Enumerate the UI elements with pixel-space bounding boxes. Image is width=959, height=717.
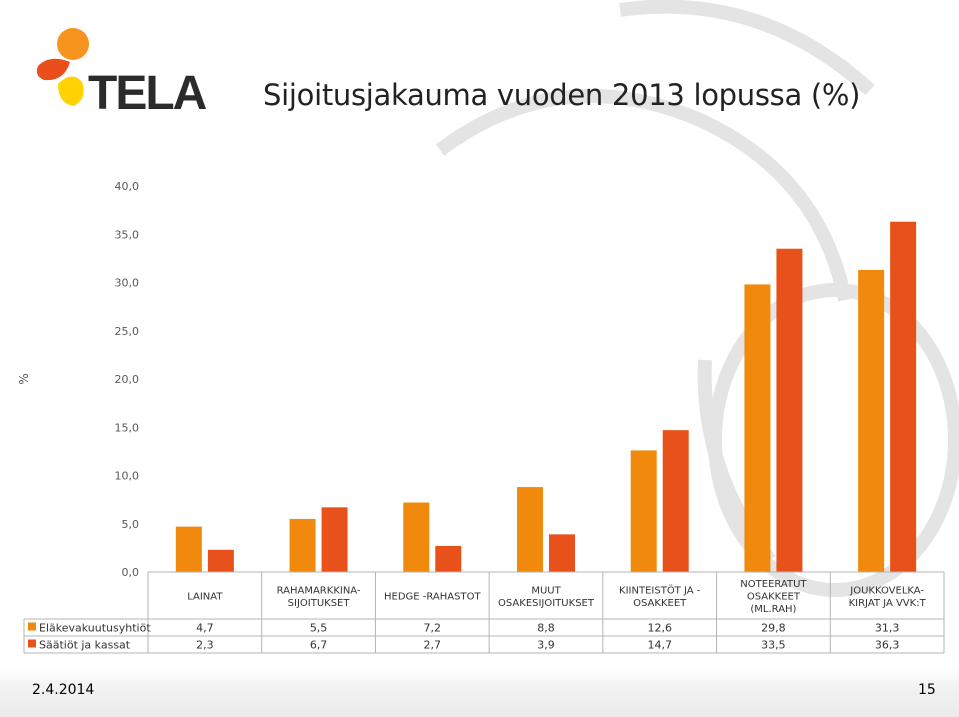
bar-1-1 — [175, 526, 202, 572]
data-label: 8,8 — [537, 622, 555, 635]
bar-2-6 — [776, 248, 803, 572]
bar-1-2 — [289, 518, 316, 572]
category-label: KIRJAT JA VVK:T — [849, 598, 927, 609]
category-label: OSAKKEET — [747, 592, 801, 603]
data-label: 12,6 — [647, 622, 672, 635]
footer-bar — [0, 668, 959, 717]
data-label: 3,9 — [537, 639, 555, 652]
y-tick-label: 35,0 — [115, 228, 140, 241]
legend-series-name: Säätiöt ja kassat — [39, 639, 131, 652]
y-axis: 0,0 5,0 10,0 15,0 20,0 25,0 30,0 35,0 40,0 — [115, 180, 140, 579]
category-label: RAHAMARKKINA- — [277, 585, 361, 596]
data-label: 4,7 — [196, 622, 214, 635]
bar-2-3 — [435, 545, 462, 572]
category-label: SIJOITUKSET — [288, 598, 351, 609]
y-tick-label: 25,0 — [115, 325, 140, 338]
data-label: 33,5 — [761, 639, 786, 652]
y-tick-label: 0,0 — [122, 566, 140, 579]
category-label: MUUT — [531, 585, 561, 596]
bar-chart: 0,0 5,0 10,0 15,0 20,0 25,0 30,0 35,0 40,0 % LAI… — [17, 180, 945, 654]
category-label: OSAKESIJOITUKSET — [498, 598, 595, 609]
bar-2-2 — [321, 507, 348, 572]
bar-2-4 — [549, 534, 575, 572]
data-label: 14,7 — [647, 639, 672, 652]
data-label: 2,3 — [196, 639, 214, 652]
logo-yellow-drop — [58, 76, 84, 106]
category-label: JOUKKOVELKA- — [849, 585, 924, 596]
legend-swatch-2 — [28, 639, 36, 648]
bar-2-5 — [662, 430, 689, 572]
y-tick-label: 30,0 — [115, 277, 140, 290]
y-tick-label: 20,0 — [115, 373, 140, 386]
data-label: 5,5 — [310, 622, 328, 635]
category-label: KIINTEISTÖT JA - — [619, 583, 701, 596]
category-label: OSAKKEET — [633, 598, 687, 609]
category-label: HEDGE -RAHASTOT — [384, 592, 481, 603]
data-label: 6,7 — [310, 639, 328, 652]
y-tick-label: 10,0 — [115, 470, 140, 483]
logo-orange-circle — [57, 28, 89, 60]
legend-series-name: Eläkevakuutusyhtiöt — [39, 622, 151, 635]
tela-logo: TELA — [28, 26, 209, 120]
bar-1-4 — [517, 487, 543, 572]
bar-2-7 — [890, 221, 917, 572]
bar-1-5 — [630, 450, 657, 572]
category-label: LAINAT — [187, 592, 223, 603]
logo-red-leaf — [36, 58, 70, 81]
y-tick-label: 5,0 — [122, 518, 140, 531]
bar-1-7 — [858, 269, 885, 572]
footer-date: 2.4.2014 — [32, 682, 95, 698]
data-label: 2,7 — [424, 639, 442, 652]
bar-1-3 — [403, 502, 430, 572]
bar-2-1 — [207, 549, 234, 572]
bar-1-6 — [744, 284, 771, 572]
data-label: 7,2 — [424, 622, 442, 635]
data-label: 29,8 — [761, 622, 786, 635]
y-tick-label: 40,0 — [115, 180, 140, 193]
logo-text: TELA — [88, 67, 207, 118]
y-axis-label: % — [17, 373, 31, 384]
bars — [175, 221, 917, 572]
data-label: 36,3 — [875, 639, 900, 652]
data-table: LAINAT RAHAMARKKINA- SIJOITUKSET HEDGE -RAH… — [23, 571, 945, 654]
slide-title: Sijoitusjakauma vuoden 2013 lopussa (%) — [263, 78, 861, 112]
page-number: 15 — [918, 682, 936, 698]
legend-swatch-1 — [28, 622, 36, 631]
category-label: (ML.RAH) — [750, 604, 796, 615]
data-label: 31,3 — [875, 622, 900, 635]
category-label: NOTEERATUT — [740, 579, 807, 590]
y-tick-label: 15,0 — [115, 421, 140, 434]
